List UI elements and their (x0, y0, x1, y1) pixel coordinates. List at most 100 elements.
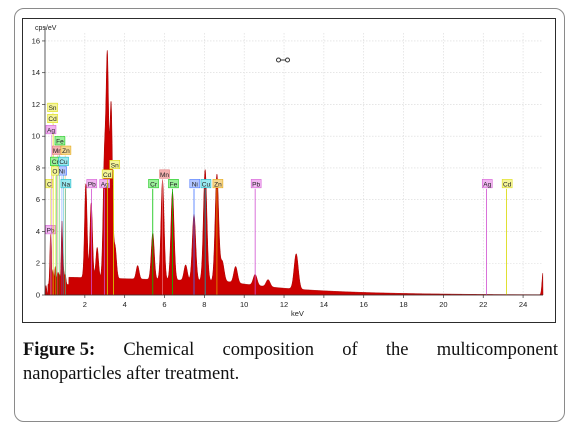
eds-spectrum-chart: C Pb Sn Cd Ag Fe Mn Zn Cr Cu Ni Na O Pb Ag Cd Sn Cr Mn Fe Ni… (22, 18, 556, 323)
peak-point (137, 267, 139, 269)
element-label-box (58, 156, 69, 166)
x-tick-label: 10 (240, 300, 248, 309)
peak-point (216, 174, 218, 176)
caption-word: the (385, 340, 409, 360)
element-label-box (250, 179, 262, 189)
x-tick-label: 6 (162, 300, 166, 309)
element-label-cd: Cd (503, 181, 512, 188)
element-label-box (501, 179, 513, 189)
element-label-box (159, 169, 170, 179)
element-label-box (148, 179, 159, 189)
peak-point (104, 164, 106, 166)
caption-line-2: nanoparticles after treatment. (23, 364, 240, 384)
element-label-sn: Sn (111, 162, 119, 169)
caption-word: Chemical (123, 340, 195, 360)
x-tick-label: 12 (280, 300, 288, 309)
element-label-box (47, 113, 58, 123)
element-label-box (60, 179, 72, 189)
y-tick-label: 6 (36, 195, 40, 204)
element-label-cu: Cu (59, 159, 68, 166)
element-label-box (60, 145, 72, 155)
element-label-box (109, 160, 120, 170)
x-tick-label: 20 (439, 300, 447, 309)
element-label-ag: Ag (483, 181, 491, 188)
peak-point (114, 247, 116, 249)
x-tick-label: 18 (399, 300, 407, 309)
element-label-box (200, 179, 212, 189)
element-label-zn: Zn (214, 181, 222, 188)
element-label-na: Na (62, 181, 71, 188)
y-tick-label: 12 (32, 100, 40, 109)
caption-label: Figure 5: (23, 340, 96, 360)
grid-layer (45, 33, 543, 295)
caption-line-1: Figure 5: Chemical composition of the multic… (23, 338, 558, 362)
y-tick-label: 2 (36, 259, 40, 268)
element-label-ag: Ag (101, 181, 109, 188)
element-label-c: C (47, 181, 52, 188)
x-tick-label: 8 (202, 300, 206, 309)
peak-point (185, 264, 187, 266)
element-label-ni: Ni (59, 169, 65, 176)
y-tick-label: 4 (36, 227, 40, 236)
element-label-box (99, 179, 111, 189)
peak-point (110, 105, 112, 107)
y-tick-label: 16 (32, 36, 40, 45)
element-label-fe: Fe (170, 181, 178, 188)
x-axis-label: keV (291, 309, 304, 318)
element-label-box (45, 125, 57, 135)
y-tick-label: 10 (32, 132, 40, 141)
element-label-box (481, 179, 493, 189)
caption-word: of (342, 340, 358, 360)
x-tick-label: 16 (360, 300, 368, 309)
x-tick-label: 4 (123, 300, 127, 309)
peak-point (295, 253, 297, 255)
peak-point (235, 266, 237, 268)
x-tick-label: 22 (479, 300, 487, 309)
element-label-cr: Cr (150, 181, 158, 188)
element-label-cd: Cd (103, 172, 112, 179)
element-label-pb: Pb (47, 227, 55, 234)
element-label-o: O (52, 169, 57, 176)
element-label-box (54, 136, 66, 146)
peak-point (85, 183, 87, 185)
figure-caption: Figure 5: Chemical composition of the multic… (23, 338, 558, 386)
peak-point (542, 272, 544, 274)
y-tick-label: 14 (32, 68, 40, 77)
element-label-ag: Ag (47, 127, 55, 134)
y-axis-label: cps/eV (35, 25, 57, 32)
element-label-box (86, 179, 98, 189)
y-tick-label: 0 (36, 291, 40, 300)
element-label-cd: Cd (48, 116, 57, 123)
y-tick-label: 8 (36, 163, 40, 172)
peak-point (96, 247, 98, 249)
peak-point (45, 285, 47, 287)
element-label-box (101, 169, 113, 179)
element-label-box (168, 179, 179, 189)
element-label-pb: Pb (252, 181, 260, 188)
peak-point (107, 62, 109, 64)
caption-word: composition (222, 340, 314, 360)
x-tick-label: 14 (320, 300, 328, 309)
element-label-box (212, 179, 224, 189)
element-label-box (189, 179, 201, 189)
cursor-marker-icon[interactable] (276, 57, 290, 63)
peak-point (221, 261, 223, 263)
element-label-mn: Mn (53, 148, 62, 155)
element-label-cr: Cr (52, 159, 60, 166)
element-label-box (51, 166, 59, 176)
spectrum-area (44, 50, 544, 296)
x-tick-label: 2 (83, 300, 87, 309)
spectrum-layer (44, 50, 544, 296)
element-label-cu: Cu (202, 181, 211, 188)
peak-point (204, 169, 206, 171)
element-label-fe: Fe (56, 138, 64, 145)
element-label-sn: Sn (49, 105, 57, 112)
element-label-zn: Zn (62, 148, 70, 155)
peak-point (267, 280, 269, 282)
element-label-box (47, 102, 58, 112)
x-tick-label: 24 (519, 300, 527, 309)
element-label-ni: Ni (192, 181, 198, 188)
